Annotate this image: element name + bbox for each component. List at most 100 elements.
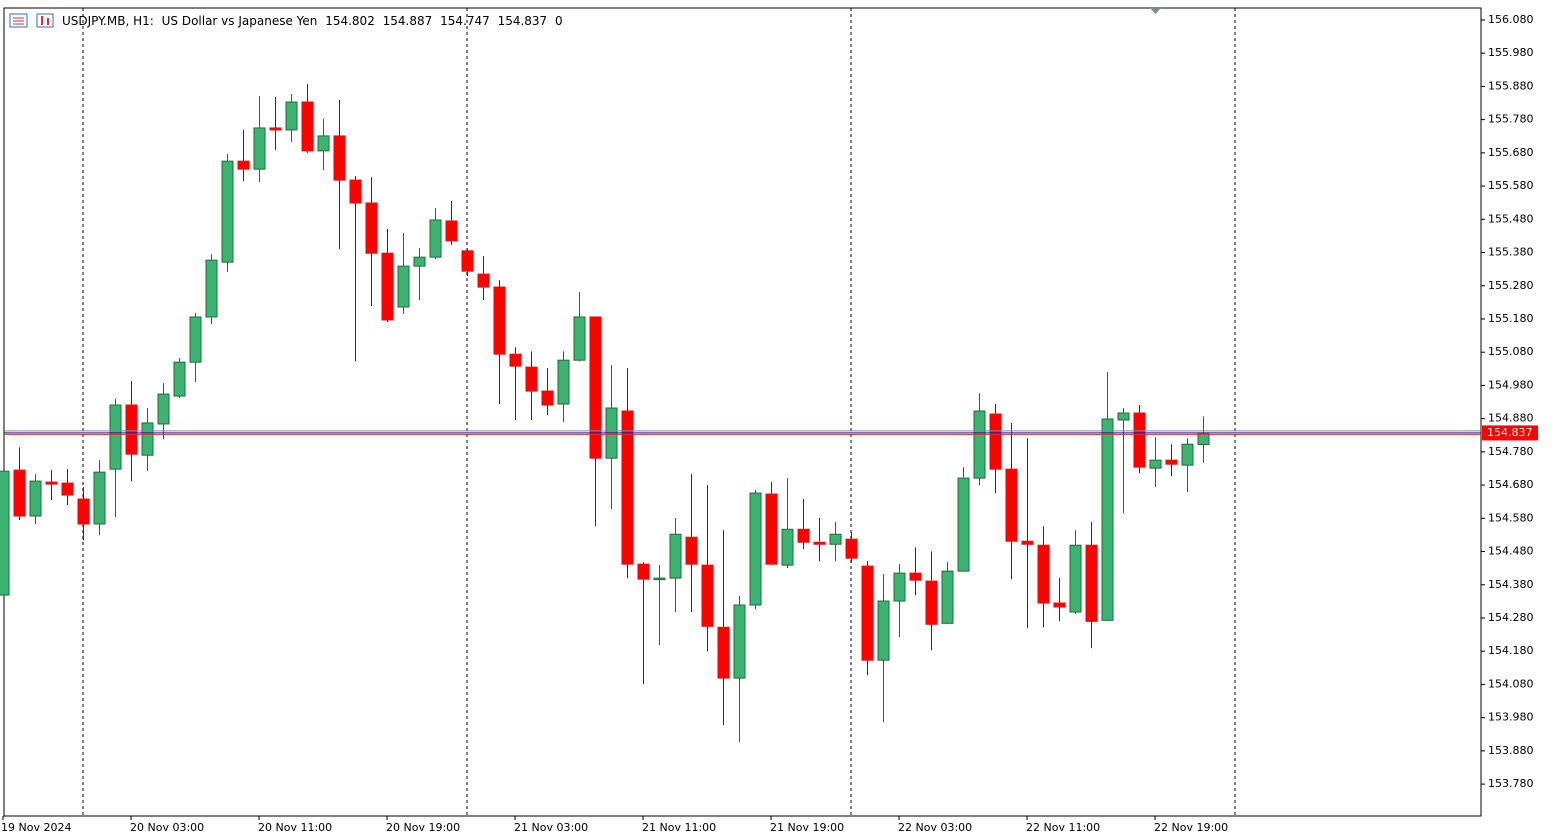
- y-tick-label: 155.380: [1488, 246, 1534, 259]
- candle-body: [829, 533, 842, 545]
- candle-body: [253, 127, 266, 170]
- candle-body: [1085, 544, 1098, 622]
- plot-frame: [3, 7, 1482, 817]
- candle-body: [1149, 459, 1162, 469]
- candle-body: [1005, 468, 1018, 542]
- x-tick-label: 19 Nov 2024: [1, 821, 71, 834]
- candle-body: [237, 160, 250, 170]
- candle-body: [877, 600, 890, 661]
- candle-body: [413, 256, 426, 267]
- candle-body: [717, 626, 730, 679]
- x-tick-label: 20 Nov 19:00: [386, 821, 460, 834]
- window-icons: [9, 13, 54, 28]
- candle-body: [349, 179, 362, 204]
- description: US Dollar vs Japanese Yen: [162, 14, 318, 28]
- candle-body: [269, 127, 282, 131]
- candle-body: [573, 316, 586, 361]
- candle-body: [493, 286, 506, 355]
- candle-body: [285, 101, 298, 131]
- y-tick-label: 155.980: [1488, 46, 1534, 59]
- candle-body: [429, 219, 442, 258]
- candle-body: [125, 404, 138, 455]
- candle-body: [861, 565, 874, 661]
- candle-body: [1069, 544, 1082, 613]
- y-tick-label: 155.080: [1488, 345, 1534, 358]
- candle-body: [685, 536, 698, 565]
- y-tick-label: 154.480: [1488, 545, 1534, 558]
- x-tick-label: 21 Nov 11:00: [642, 821, 716, 834]
- candle-body: [317, 135, 330, 152]
- shift-marker: [1150, 8, 1161, 14]
- y-tick-label: 154.180: [1488, 644, 1534, 657]
- candle-body: [1053, 602, 1066, 608]
- y-tick-label: 155.780: [1488, 113, 1534, 126]
- candle-body: [29, 480, 42, 517]
- header-close: 154.837: [498, 14, 548, 28]
- x-tick-label: 22 Nov 11:00: [1026, 821, 1100, 834]
- candle-body: [765, 493, 778, 565]
- candle-body: [221, 160, 234, 263]
- y-tick-label: 153.980: [1488, 711, 1534, 724]
- y-tick-label: 155.280: [1488, 279, 1534, 292]
- candle-body: [445, 220, 458, 242]
- candle-body: [941, 570, 954, 624]
- candle-body: [1165, 459, 1178, 465]
- price-box: [1482, 425, 1538, 441]
- y-tick-label: 155.180: [1488, 312, 1534, 325]
- candle-body: [637, 563, 650, 580]
- candle-body: [653, 577, 666, 581]
- candle-body: [477, 273, 490, 288]
- candle-body: [1037, 544, 1050, 604]
- candle-body: [1133, 412, 1146, 468]
- candle-body: [109, 404, 122, 470]
- candle-body: [813, 541, 826, 545]
- x-tick-label: 20 Nov 11:00: [258, 821, 332, 834]
- candle-body: [957, 477, 970, 572]
- symbol: USDJPY.MB, H1:: [62, 14, 154, 28]
- candle-body: [77, 498, 90, 525]
- header-open: 154.802: [325, 14, 375, 28]
- candle-body: [93, 471, 106, 525]
- candle-body: [461, 250, 474, 272]
- y-tick-label: 155.880: [1488, 79, 1534, 92]
- candle-body: [749, 492, 762, 606]
- candle-body: [909, 572, 922, 581]
- candle-body: [45, 481, 58, 485]
- y-tick-label: 153.780: [1488, 777, 1534, 790]
- candle-body: [0, 470, 10, 596]
- header-high: 154.887: [383, 14, 433, 28]
- price-box-label: 154.837: [1487, 426, 1533, 439]
- candle-body: [557, 359, 570, 405]
- candle-body: [1117, 412, 1130, 421]
- candle-body: [301, 101, 314, 152]
- candle-body: [189, 316, 202, 363]
- candle-body: [381, 252, 394, 321]
- candle-body: [973, 410, 986, 479]
- candle-body: [733, 604, 746, 679]
- candle-body: [701, 564, 714, 627]
- y-tick-label: 154.380: [1488, 578, 1534, 591]
- candle-body: [173, 361, 186, 397]
- candle-body: [845, 538, 858, 559]
- candle-body: [893, 572, 906, 602]
- candle-body: [1101, 418, 1114, 621]
- x-tick-label: 21 Nov 03:00: [514, 821, 588, 834]
- x-tick-label: 21 Nov 19:00: [770, 821, 844, 834]
- x-tick-label: 20 Nov 03:00: [130, 821, 204, 834]
- chart-header: USDJPY.MB, H1: US Dollar vs Japanese Yen…: [62, 14, 563, 28]
- candle-body: [333, 135, 346, 181]
- candle-body: [989, 413, 1002, 470]
- y-tick-label: 154.580: [1488, 511, 1534, 524]
- candle-body: [61, 482, 74, 496]
- y-tick-label: 154.980: [1488, 378, 1534, 391]
- candle-body: [525, 366, 538, 392]
- header-low: 154.747: [440, 14, 490, 28]
- x-tick-label: 22 Nov 19:00: [1154, 821, 1228, 834]
- y-tick-label: 154.880: [1488, 412, 1534, 425]
- y-tick-label: 153.880: [1488, 744, 1534, 757]
- y-tick-label: 154.280: [1488, 611, 1534, 624]
- candle-body: [669, 533, 682, 579]
- candle-body: [1181, 443, 1194, 466]
